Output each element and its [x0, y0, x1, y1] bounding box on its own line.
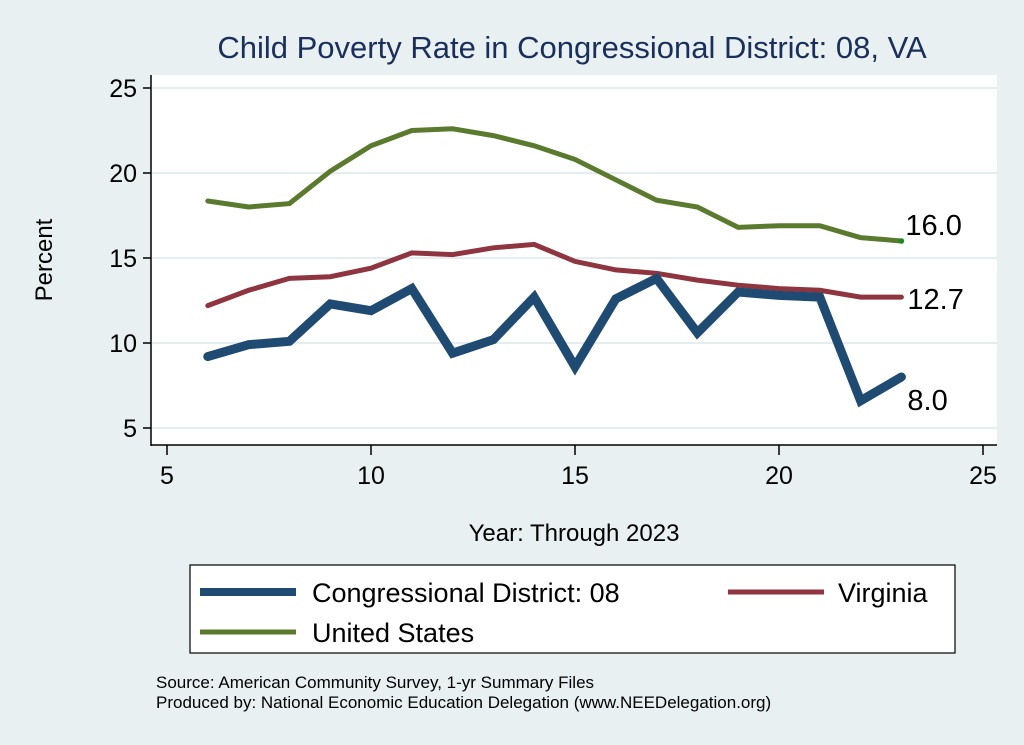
legend-label-virginia: Virginia: [838, 578, 929, 608]
y-tick-label: 15: [109, 245, 137, 273]
y-tick-label: 25: [109, 75, 137, 103]
series-line-virginia: [205, 241, 904, 309]
x-axis-title: Year: Through 2023: [469, 520, 680, 547]
x-tick-label: 10: [357, 462, 385, 490]
series-layer: [203, 126, 906, 408]
legend-box: [189, 564, 956, 654]
end-label-district: 8.0: [907, 385, 947, 417]
legend-label-us: United States: [312, 618, 474, 648]
us-endpoint-marker: [898, 238, 905, 244]
x-tick-label: 5: [160, 462, 174, 490]
end-labels: 8.0 12.7 16.0: [905, 210, 963, 417]
end-label-virginia: 12.7: [907, 284, 963, 316]
y-tick-label: 5: [123, 415, 137, 443]
source-note: Source: American Community Survey, 1-yr …: [156, 673, 594, 692]
y-axis-ticks: 5 10 15 20 25: [109, 75, 151, 443]
legend-label-district: Congressional District: 08: [312, 578, 620, 608]
producer-note: Produced by: National Economic Education…: [156, 693, 771, 712]
chart-title: Child Poverty Rate in Congressional Dist…: [217, 30, 927, 65]
x-tick-label: 15: [561, 462, 589, 490]
y-axis-title: Percent: [31, 218, 58, 301]
legend: Congressional District: 08 Virginia Unit…: [189, 564, 956, 654]
y-tick-label: 10: [109, 330, 137, 358]
x-tick-label: 20: [765, 462, 793, 490]
x-tick-label: 25: [969, 462, 997, 490]
series-line-district: [203, 272, 906, 408]
y-tick-label: 20: [109, 160, 137, 188]
end-label-us: 16.0: [905, 210, 961, 242]
series-line-us: [205, 126, 904, 244]
x-axis-ticks: 5 10 15 20 25: [160, 445, 997, 490]
